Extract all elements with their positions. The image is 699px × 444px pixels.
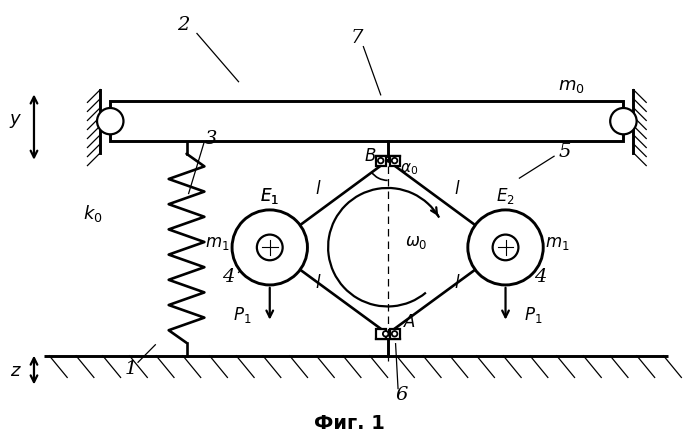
Text: 7: 7 [350, 29, 363, 47]
Circle shape [97, 108, 124, 135]
Text: $l$: $l$ [315, 274, 322, 293]
Text: 4: 4 [222, 268, 234, 286]
Text: $l$: $l$ [315, 180, 322, 198]
Circle shape [610, 108, 637, 135]
Text: $E_1$: $E_1$ [260, 186, 279, 206]
Text: $m_1$: $m_1$ [206, 234, 230, 252]
Bar [110, 101, 624, 141]
Text: $\alpha_0$: $\alpha_0$ [401, 162, 419, 177]
Text: 6: 6 [396, 386, 408, 404]
Circle shape [392, 158, 397, 163]
Text: $z$: $z$ [10, 361, 22, 380]
Text: 4: 4 [534, 268, 547, 286]
Text: $l$: $l$ [454, 274, 460, 293]
Bar [376, 329, 386, 339]
Bar [389, 156, 400, 166]
Circle shape [493, 234, 519, 260]
Circle shape [378, 158, 384, 163]
Text: 2: 2 [177, 16, 189, 34]
Text: $A$: $A$ [403, 313, 416, 331]
Text: $\omega_0$: $\omega_0$ [405, 233, 428, 251]
Circle shape [392, 331, 397, 337]
Text: $m_1$: $m_1$ [545, 234, 570, 252]
Circle shape [468, 210, 543, 285]
Text: $P_1$: $P_1$ [524, 305, 542, 325]
Circle shape [383, 331, 389, 337]
Circle shape [257, 234, 282, 260]
Text: $y$: $y$ [10, 112, 23, 130]
Text: $k_0$: $k_0$ [83, 203, 103, 224]
Bar [376, 156, 386, 166]
Text: 1: 1 [125, 360, 137, 378]
Text: $l$: $l$ [454, 180, 460, 198]
Text: Фиг. 1: Фиг. 1 [314, 414, 385, 433]
Text: $B$: $B$ [363, 147, 376, 165]
Text: 3: 3 [205, 130, 217, 148]
Circle shape [232, 210, 308, 285]
Text: $E_1$: $E_1$ [260, 186, 279, 206]
Text: $P_1$: $P_1$ [233, 305, 251, 325]
Text: 5: 5 [559, 143, 570, 161]
Bar [389, 329, 400, 339]
Text: $E_2$: $E_2$ [496, 186, 515, 206]
Text: $m_0$: $m_0$ [558, 77, 585, 95]
